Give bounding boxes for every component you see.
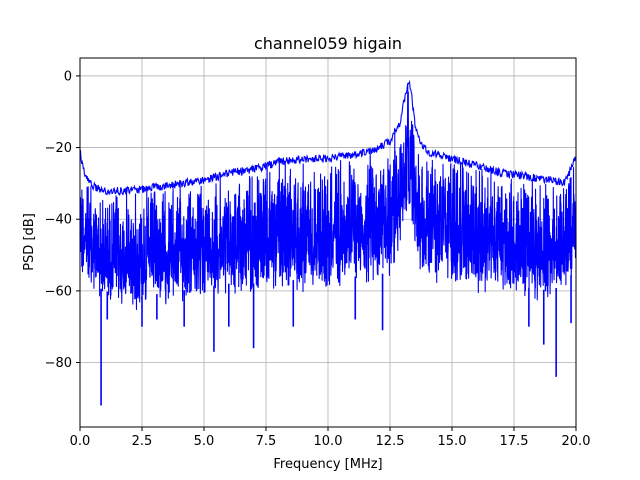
y-axis-label: PSD [dB] — [22, 213, 37, 271]
chart-title: channel059 higain — [254, 34, 402, 53]
x-tick-label: 17.5 — [500, 434, 529, 449]
x-axis-label: Frequency [MHz] — [273, 457, 382, 472]
x-tick-label: 20.0 — [562, 434, 591, 449]
x-tick-label: 10.0 — [314, 434, 343, 449]
x-tick-label: 15.0 — [438, 434, 467, 449]
data-layer — [79, 79, 577, 406]
x-tick-label: 0.0 — [70, 434, 91, 449]
psd-trace — [79, 83, 577, 311]
x-tick-label: 2.5 — [132, 434, 153, 449]
x-ticks: 0.0 2.5 5.0 7.5 10.0 12.5 15.0 17.5 20.0 — [70, 427, 591, 449]
y-tick-label: −40 — [45, 213, 72, 228]
y-tick-label: −60 — [45, 284, 72, 299]
y-tick-label: −80 — [45, 356, 72, 371]
y-tick-label: −20 — [45, 141, 72, 156]
x-tick-label: 5.0 — [194, 434, 215, 449]
y-tick-label: 0 — [64, 69, 72, 84]
psd-upper-trace — [79, 79, 577, 197]
y-ticks: 0 −20 −40 −60 −80 — [45, 69, 80, 371]
x-tick-label: 12.5 — [376, 434, 405, 449]
x-tick-label: 7.5 — [256, 434, 277, 449]
